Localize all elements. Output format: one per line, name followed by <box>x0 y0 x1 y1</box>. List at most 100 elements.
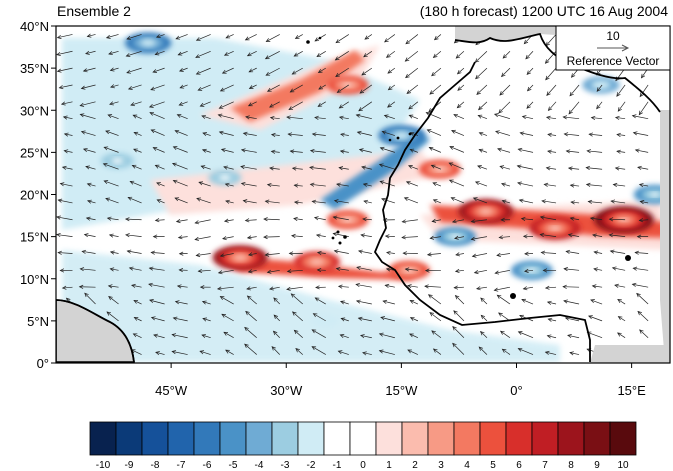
wind-vector <box>318 84 326 90</box>
wind-vector-head <box>316 268 322 273</box>
wind-vector-head <box>309 182 315 187</box>
wind-vector <box>110 268 119 271</box>
wind-vector <box>526 67 534 75</box>
wind-vector <box>587 331 603 339</box>
wind-vector <box>105 130 119 136</box>
wind-vector <box>409 333 419 339</box>
wind-vector <box>381 198 395 204</box>
wind-vector-head <box>109 67 115 72</box>
wind-vector-head <box>270 149 276 154</box>
wind-vector-head <box>360 334 365 339</box>
wind-vector <box>294 330 303 338</box>
wind-vector-head <box>401 235 406 240</box>
wind-vector <box>384 115 395 120</box>
wind-vector-head <box>148 103 154 108</box>
wind-vector <box>248 101 257 107</box>
wind-vector <box>245 116 257 120</box>
wind-vector-head <box>339 149 345 154</box>
wind-vector <box>588 201 603 204</box>
wind-vector-head <box>448 179 454 184</box>
wind-vector <box>472 253 488 257</box>
wind-vector <box>200 101 211 107</box>
wind-vector-head <box>452 342 457 348</box>
wind-vector-head <box>176 113 182 118</box>
wind-vector <box>358 101 373 112</box>
wind-vector-head <box>149 111 155 116</box>
wind-vector-head <box>79 267 85 272</box>
wind-vector <box>480 315 488 322</box>
wind-vector-head <box>217 113 223 118</box>
wind-vector-head <box>409 300 415 304</box>
wind-vector-head <box>57 198 63 203</box>
lat-tick-label: 10°N <box>20 272 49 287</box>
wind-vector <box>82 250 96 254</box>
colorbar-label: 9 <box>594 460 600 471</box>
wind-vector <box>427 253 441 256</box>
wind-vector <box>288 101 303 110</box>
wind-vector <box>359 149 372 153</box>
wind-vector <box>616 84 626 97</box>
wind-vector <box>220 296 234 305</box>
wind-vector <box>453 114 465 119</box>
wind-vector-head <box>593 250 599 255</box>
wind-vector <box>56 50 73 56</box>
wind-vector <box>478 346 488 355</box>
wind-vector <box>196 67 211 75</box>
wind-vector-head <box>220 148 226 153</box>
wind-vector-head <box>523 39 529 45</box>
wind-vector-head <box>425 111 431 116</box>
wind-vector <box>453 310 465 322</box>
wind-vector-head <box>126 69 131 74</box>
wind-vector-head <box>358 148 364 153</box>
wind-vector-head <box>246 235 252 240</box>
wind-vector-head <box>429 90 434 95</box>
wind-vector <box>134 132 142 136</box>
wind-vector-head <box>218 130 224 135</box>
wind-vector-head <box>617 107 622 112</box>
wind-vector-head <box>456 103 462 109</box>
wind-vector-head <box>197 86 203 91</box>
wind-vector-head <box>356 130 362 135</box>
lat-tick-label: 25°N <box>20 145 49 160</box>
wind-vector-head <box>502 54 508 59</box>
wind-vector <box>291 293 303 305</box>
wind-vector <box>617 101 626 112</box>
wind-vector <box>334 200 349 204</box>
wind-vector <box>429 84 442 95</box>
wind-vector <box>566 150 580 153</box>
wind-vector <box>173 317 188 322</box>
wind-vector <box>310 150 326 153</box>
wind-vector <box>107 217 119 221</box>
wind-vector-head <box>293 200 299 205</box>
wind-vector <box>265 200 280 204</box>
wind-vector-head <box>545 166 551 171</box>
wind-vector-head <box>87 199 92 204</box>
wind-vector <box>174 197 188 204</box>
wind-vector-head <box>223 331 229 336</box>
wind-vector <box>340 334 349 339</box>
wind-vector <box>430 236 441 239</box>
wind-vector <box>248 67 257 73</box>
wind-vector-head <box>404 57 410 62</box>
wind-vector <box>150 84 165 91</box>
wind-vector-head <box>85 50 90 55</box>
wind-vector-head <box>196 197 201 202</box>
wind-vector <box>363 50 373 58</box>
wind-vector-head <box>478 131 484 136</box>
wind-vector-head <box>244 218 250 223</box>
wind-vector <box>541 200 557 204</box>
wind-vector <box>199 350 211 355</box>
wind-vector <box>87 34 96 37</box>
colorbar-box <box>531 421 559 456</box>
wind-vector-head <box>85 216 91 221</box>
wind-vector <box>340 301 349 305</box>
wind-vector <box>155 165 165 170</box>
coastline-south-america <box>56 299 135 363</box>
colorbar-box <box>245 421 273 456</box>
wind-vector-head <box>195 252 201 258</box>
wind-vector <box>385 235 395 237</box>
wind-vector-head <box>219 253 225 258</box>
wind-vector <box>455 269 464 272</box>
wind-vector-head <box>614 283 619 288</box>
